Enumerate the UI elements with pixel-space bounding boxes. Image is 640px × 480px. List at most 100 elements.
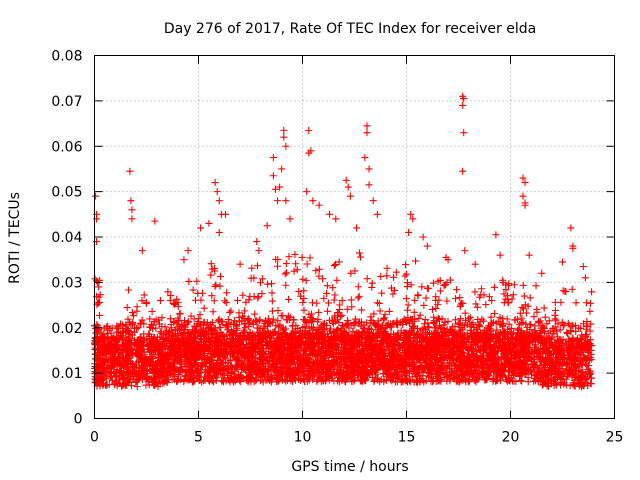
data-point — [293, 266, 301, 274]
data-point — [207, 320, 215, 328]
data-point — [354, 283, 362, 291]
data-point — [156, 328, 164, 336]
data-point — [96, 311, 104, 319]
data-point — [136, 351, 144, 359]
data-point — [171, 347, 179, 355]
data-point — [181, 317, 189, 325]
data-point — [126, 350, 134, 358]
data-point — [142, 300, 150, 308]
data-point — [420, 301, 428, 309]
data-point — [112, 373, 120, 381]
data-point — [103, 381, 111, 389]
data-point — [104, 368, 112, 376]
data-point — [132, 325, 140, 333]
data-point — [117, 331, 125, 339]
data-point — [159, 331, 167, 339]
data-point — [140, 320, 148, 328]
data-point — [143, 366, 151, 374]
data-point — [212, 338, 220, 346]
data-point — [180, 377, 188, 385]
data-point — [152, 324, 160, 332]
data-point — [130, 312, 138, 320]
data-point — [143, 355, 151, 363]
data-point — [213, 349, 221, 357]
data-point — [181, 323, 189, 331]
data-point — [194, 315, 202, 323]
data-point — [98, 373, 106, 381]
data-point — [191, 377, 199, 385]
data-point — [203, 365, 211, 373]
data-point — [123, 304, 131, 312]
data-point — [377, 272, 385, 280]
data-point — [133, 337, 141, 345]
data-point — [171, 366, 179, 374]
data-point — [111, 379, 119, 387]
data-point — [137, 336, 145, 344]
data-point — [137, 342, 145, 350]
data-point — [190, 322, 198, 330]
data-point — [161, 342, 169, 350]
data-point — [184, 329, 192, 337]
data-point — [126, 328, 134, 336]
data-point — [167, 348, 175, 356]
data-point — [268, 289, 276, 297]
data-point — [122, 347, 130, 355]
chart-title: Day 276 of 2017, Rate Of TEC Index for r… — [164, 21, 536, 37]
data-point — [154, 348, 162, 356]
data-point — [185, 367, 193, 375]
data-point — [189, 286, 197, 294]
data-point — [100, 349, 108, 357]
data-point — [171, 327, 179, 335]
data-point — [160, 337, 168, 345]
data-point — [192, 296, 200, 304]
data-point — [170, 372, 178, 380]
data-point — [104, 355, 112, 363]
data-point — [148, 307, 156, 315]
data-point — [223, 289, 231, 297]
data-point — [118, 335, 126, 343]
data-point — [104, 322, 112, 330]
data-point — [199, 343, 207, 351]
data-point — [208, 377, 216, 385]
data-point — [100, 361, 108, 369]
data-point — [187, 359, 195, 367]
data-point — [283, 269, 291, 277]
data-point — [208, 352, 216, 360]
data-point — [277, 312, 285, 320]
data-point — [208, 292, 216, 300]
data-point — [94, 299, 102, 307]
data-point — [516, 309, 524, 317]
data-point — [349, 327, 357, 335]
data-point — [389, 290, 397, 298]
data-point — [98, 344, 106, 352]
data-point — [128, 309, 136, 317]
data-point — [133, 303, 141, 311]
data-point — [116, 356, 124, 364]
data-point — [368, 283, 376, 291]
data-point — [274, 307, 282, 315]
data-point — [300, 287, 308, 295]
data-point — [312, 267, 320, 275]
data-point — [165, 330, 173, 338]
data-point — [150, 334, 158, 342]
data-point — [167, 337, 175, 345]
data-point — [152, 367, 160, 375]
data-point — [282, 260, 290, 268]
data-point — [174, 368, 182, 376]
data-point — [143, 335, 151, 343]
data-point — [412, 257, 420, 265]
data-point — [128, 331, 136, 339]
data-point — [209, 378, 217, 386]
data-point — [138, 339, 146, 347]
data-point — [209, 331, 217, 339]
data-point — [206, 342, 214, 350]
data-point — [217, 363, 225, 371]
data-point — [226, 308, 234, 316]
data-point — [191, 326, 199, 334]
data-point — [185, 352, 193, 360]
data-point — [302, 277, 310, 285]
data-point — [357, 253, 365, 261]
data-point — [295, 288, 303, 296]
data-point — [114, 325, 122, 333]
